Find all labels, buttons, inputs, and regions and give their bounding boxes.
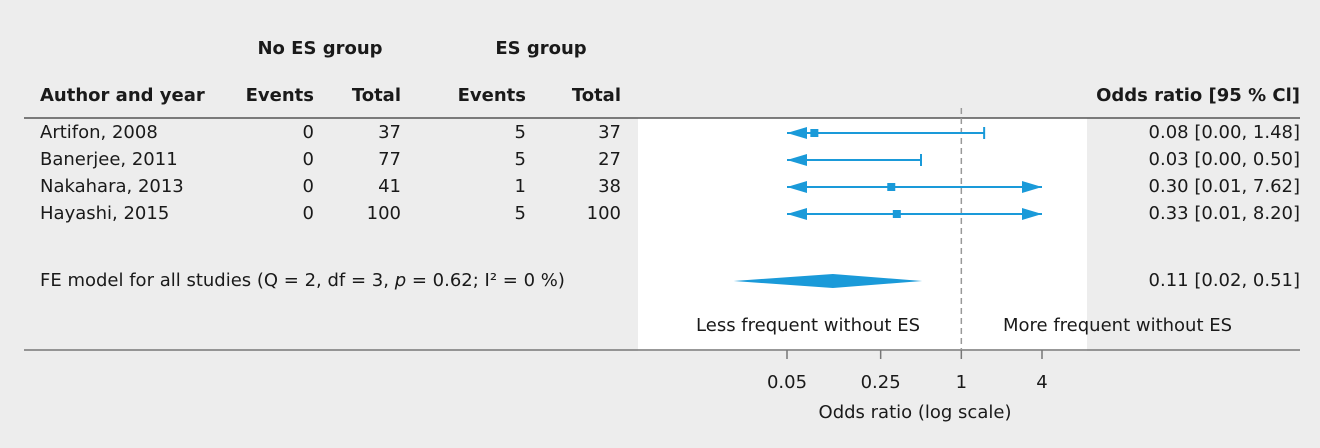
ci-arrow [787, 181, 807, 193]
column-header: Total [352, 85, 401, 106]
group-header: ES group [495, 38, 586, 59]
ci-arrow [787, 127, 807, 139]
table-cell: 5 [515, 149, 526, 170]
column-header: Author and year [40, 85, 205, 106]
table-cell: 0 [303, 149, 314, 170]
table-cell: 37 [598, 122, 621, 143]
x-tick-label: 4 [1036, 372, 1047, 393]
column-header: Odds ratio [95 % Cl] [1096, 85, 1300, 106]
table-cell: 0 [303, 176, 314, 197]
table-cell: 0 [303, 203, 314, 224]
ci-label: 0.03 [0.00, 0.50] [1149, 149, 1300, 170]
ci-arrow [1022, 181, 1042, 193]
ci-label: 0.08 [0.00, 1.48] [1149, 122, 1300, 143]
summary-label-part: FE model for all studies (Q = 2, df = 3, [40, 270, 395, 291]
summary-label-part: = 0.62; I² = 0 %) [406, 270, 565, 291]
table-cell: 1 [515, 176, 526, 197]
table-cell: 38 [598, 176, 621, 197]
study-label: Artifon, 2008 [40, 122, 158, 143]
point-estimate [810, 129, 819, 137]
ci-arrow [1022, 208, 1042, 220]
study-label: Hayashi, 2015 [40, 203, 169, 224]
ci-label: 0.30 [0.01, 7.62] [1149, 176, 1300, 197]
study-label: Banerjee, 2011 [40, 149, 178, 170]
group-header: No ES group [257, 38, 382, 59]
x-axis-label: Odds ratio (log scale) [819, 402, 1012, 423]
table-cell: 5 [515, 122, 526, 143]
point-estimate [892, 210, 901, 218]
summary-diamond [733, 274, 923, 288]
ci-label: 0.33 [0.01, 8.20] [1149, 203, 1300, 224]
column-header: Total [572, 85, 621, 106]
point-estimate [887, 183, 896, 191]
annotation: More frequent without ES [1003, 315, 1232, 336]
ci-label: 0.11 [0.02, 0.51] [1149, 270, 1300, 291]
ci-arrow [787, 208, 807, 220]
summary-label-part: p [394, 270, 406, 291]
table-cell: 100 [587, 203, 621, 224]
plot-panel [638, 118, 1087, 351]
table-cell: 27 [598, 149, 621, 170]
ci-arrow [787, 154, 807, 166]
table-cell: 37 [378, 122, 401, 143]
table-cell: 0 [303, 122, 314, 143]
column-header: Events [246, 85, 314, 106]
table-cell: 5 [515, 203, 526, 224]
column-header: Events [458, 85, 526, 106]
x-tick-label: 0.05 [767, 372, 807, 393]
annotation: Less frequent without ES [696, 315, 920, 336]
table-cell: 77 [378, 149, 401, 170]
summary-label: FE model for all studies (Q = 2, df = 3,… [40, 270, 565, 291]
table-cell: 100 [367, 203, 401, 224]
x-tick-label: 1 [956, 372, 967, 393]
x-tick-label: 0.25 [861, 372, 901, 393]
study-label: Nakahara, 2013 [40, 176, 184, 197]
table-cell: 41 [378, 176, 401, 197]
